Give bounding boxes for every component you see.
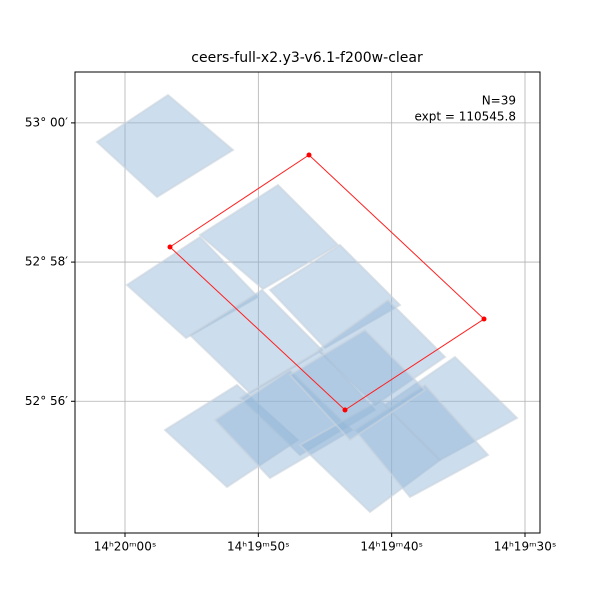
y-tick-label: 52° 58′ [25,255,68,269]
region-vertex [481,316,487,322]
x-tick-label: 14ʰ20ᵐ00ˢ [94,540,157,554]
footprint [95,93,235,199]
footprint [353,383,490,499]
y-tick-label: 52° 56′ [25,394,68,408]
x-tick-label: 14ʰ19ᵐ40ˢ [360,540,423,554]
region-vertex [306,152,312,158]
footprint [288,328,427,442]
x-tick-label: 14ʰ19ᵐ30ˢ [494,540,557,554]
region [167,152,487,413]
footprint [198,183,340,291]
footprint [213,368,354,480]
region-vertex [342,407,348,413]
footprints [95,93,519,514]
y-tick-label: 53° 00′ [25,115,68,129]
annotation: expt = 110545.8 [414,110,516,124]
x-tick-label: 14ʰ19ᵐ50ˢ [227,540,290,554]
annotation: N=39 [482,94,516,108]
footprint [188,288,324,395]
footprint [298,398,442,514]
chart-title: ceers-full-x2.y3-v6.1-f200w-clear [191,50,423,66]
axes-frame [74,71,541,534]
footprint [268,243,402,350]
region-vertex [167,244,173,250]
footprint [238,348,377,457]
